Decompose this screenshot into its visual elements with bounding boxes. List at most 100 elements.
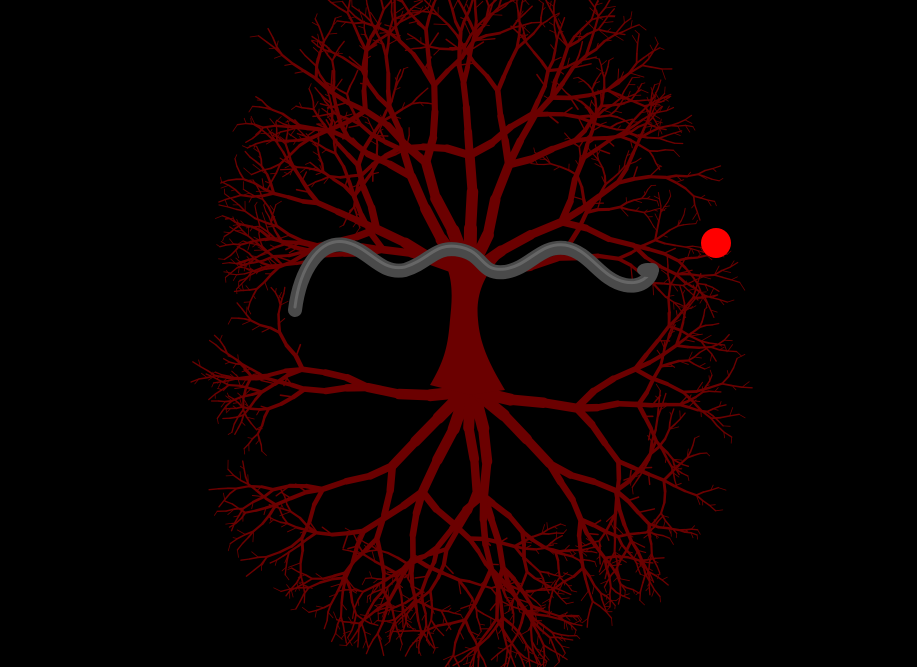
canopy-branch: [349, 173, 364, 178]
root-branch: [708, 374, 713, 382]
canopy-branch: [653, 87, 659, 98]
root-branch: [717, 420, 724, 427]
canopy-branch: [390, 0, 393, 5]
canopy-branch: [364, 39, 379, 53]
canopy-branch: [427, 45, 442, 50]
canopy-branch: [682, 284, 689, 292]
root-branch: [510, 655, 515, 665]
canopy-branch: [244, 150, 251, 158]
root-branch: [555, 652, 560, 663]
root-branch: [238, 507, 245, 517]
canopy-branch: [438, 47, 454, 51]
canopy-branch: [388, 18, 394, 33]
root-branch: [701, 314, 705, 323]
root-branch: [660, 501, 666, 515]
canopy-branch: [358, 212, 374, 237]
canopy-branch: [663, 242, 676, 247]
root-branch: [517, 605, 521, 613]
root-branch: [510, 623, 522, 635]
root-branch: [622, 595, 631, 600]
root-branch: [664, 519, 672, 528]
root-branch: [218, 499, 226, 508]
canopy-branch: [582, 79, 589, 86]
root-branch: [285, 558, 288, 568]
canopy-branch: [272, 191, 291, 199]
root-branch-twig: [347, 637, 353, 646]
canopy-branch-twig: [603, 21, 614, 24]
canopy-branch: [636, 33, 640, 45]
canopy-branch: [710, 309, 715, 319]
canopy-branch: [571, 136, 592, 144]
root-branch: [563, 591, 572, 596]
root-branch: [693, 351, 701, 358]
root-branch-twig: [610, 564, 622, 567]
root-branch: [670, 463, 681, 474]
root-branch: [487, 515, 503, 546]
canopy-branch-twig: [331, 112, 335, 118]
root-branch: [646, 472, 666, 483]
canopy-branch: [235, 208, 246, 213]
canopy-branch: [611, 97, 622, 106]
root-branch: [529, 562, 541, 573]
canopy-branch: [711, 178, 720, 182]
canopy-branch-twig: [521, 25, 531, 34]
root-branch: [190, 378, 200, 383]
root-branch: [606, 559, 612, 571]
root-branch: [538, 570, 549, 574]
canopy-branch: [576, 210, 589, 232]
root-branch: [241, 307, 248, 316]
canopy-branch: [711, 286, 720, 292]
root-branch: [556, 559, 560, 571]
canopy-branch: [553, 0, 556, 8]
root-branch: [701, 499, 711, 507]
canopy-branch-twig: [710, 309, 718, 313]
canopy-branch: [432, 0, 437, 5]
root-branch-twig: [252, 530, 255, 543]
canopy-branch-twig: [305, 161, 311, 165]
root-branch-twig: [660, 339, 665, 350]
canopy-branch: [596, 72, 602, 79]
canopy-branch-twig: [649, 44, 654, 52]
root-branch-twig: [225, 522, 236, 525]
canopy-branch-twig: [334, 15, 342, 19]
root-branch: [546, 571, 556, 576]
canopy-branch-twig: [652, 282, 655, 296]
root-branch-twig: [709, 504, 716, 506]
root-branch-twig: [373, 578, 379, 584]
root-branch: [705, 347, 713, 355]
canopy-branch: [567, 176, 578, 205]
root-branch: [233, 507, 245, 510]
root-branch: [249, 407, 262, 411]
canopy-branch-twig: [654, 83, 659, 86]
root-branch: [530, 537, 546, 549]
root-branch: [699, 348, 707, 354]
canopy-branch: [341, 115, 354, 122]
root-branch: [705, 380, 711, 388]
root-branch: [393, 388, 436, 401]
root-branch: [647, 448, 654, 462]
canopy-branch-twig: [659, 118, 662, 129]
root-branch-twig: [604, 586, 607, 593]
root-branch-twig: [560, 597, 570, 600]
root-branch-twig: [363, 631, 372, 635]
canopy-branch: [696, 173, 706, 178]
canopy-branch: [580, 40, 584, 50]
canopy-branch: [309, 59, 317, 67]
root-branch: [424, 612, 428, 626]
root-branch-twig: [516, 633, 524, 644]
root-branch-twig: [395, 630, 405, 640]
canopy-branch: [267, 206, 275, 218]
root-branch: [656, 324, 671, 343]
root-branch: [570, 555, 581, 562]
root-branch: [535, 647, 542, 656]
root-branch: [332, 571, 347, 578]
root-branch: [421, 601, 427, 615]
root-branch-twig: [544, 661, 548, 667]
root-branch: [409, 569, 415, 589]
canopy-branch: [245, 137, 254, 143]
canopy-branch: [366, 3, 371, 14]
root-branch-twig: [544, 654, 550, 661]
canopy-branch-twig: [273, 54, 283, 59]
root-branch: [330, 531, 351, 537]
root-branch: [616, 532, 630, 539]
